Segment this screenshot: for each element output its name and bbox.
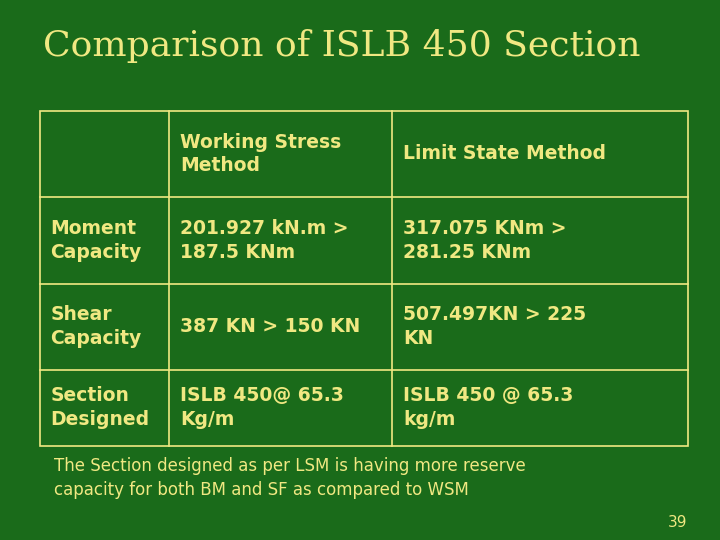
Text: Working Stress
Method: Working Stress Method xyxy=(180,133,341,175)
Text: ISLB 450@ 65.3
Kg/m: ISLB 450@ 65.3 Kg/m xyxy=(180,387,344,429)
Text: 387 KN > 150 KN: 387 KN > 150 KN xyxy=(180,317,360,336)
Text: Shear
Capacity: Shear Capacity xyxy=(50,306,142,348)
Text: 201.927 kN.m >
187.5 KNm: 201.927 kN.m > 187.5 KNm xyxy=(180,219,348,261)
Text: The Section designed as per LSM is having more reserve
capacity for both BM and : The Section designed as per LSM is havin… xyxy=(54,457,526,499)
Text: 39: 39 xyxy=(668,515,688,530)
Text: Comparison of ISLB 450 Section: Comparison of ISLB 450 Section xyxy=(43,29,641,63)
Text: Limit State Method: Limit State Method xyxy=(403,144,606,164)
Text: Moment
Capacity: Moment Capacity xyxy=(50,219,142,261)
Bar xyxy=(40,111,688,446)
Text: Section
Designed: Section Designed xyxy=(50,387,150,429)
Text: 507.497KN > 225
KN: 507.497KN > 225 KN xyxy=(403,306,586,348)
Text: 317.075 KNm >
281.25 KNm: 317.075 KNm > 281.25 KNm xyxy=(403,219,567,261)
Text: ISLB 450 @ 65.3
kg/m: ISLB 450 @ 65.3 kg/m xyxy=(403,387,574,429)
